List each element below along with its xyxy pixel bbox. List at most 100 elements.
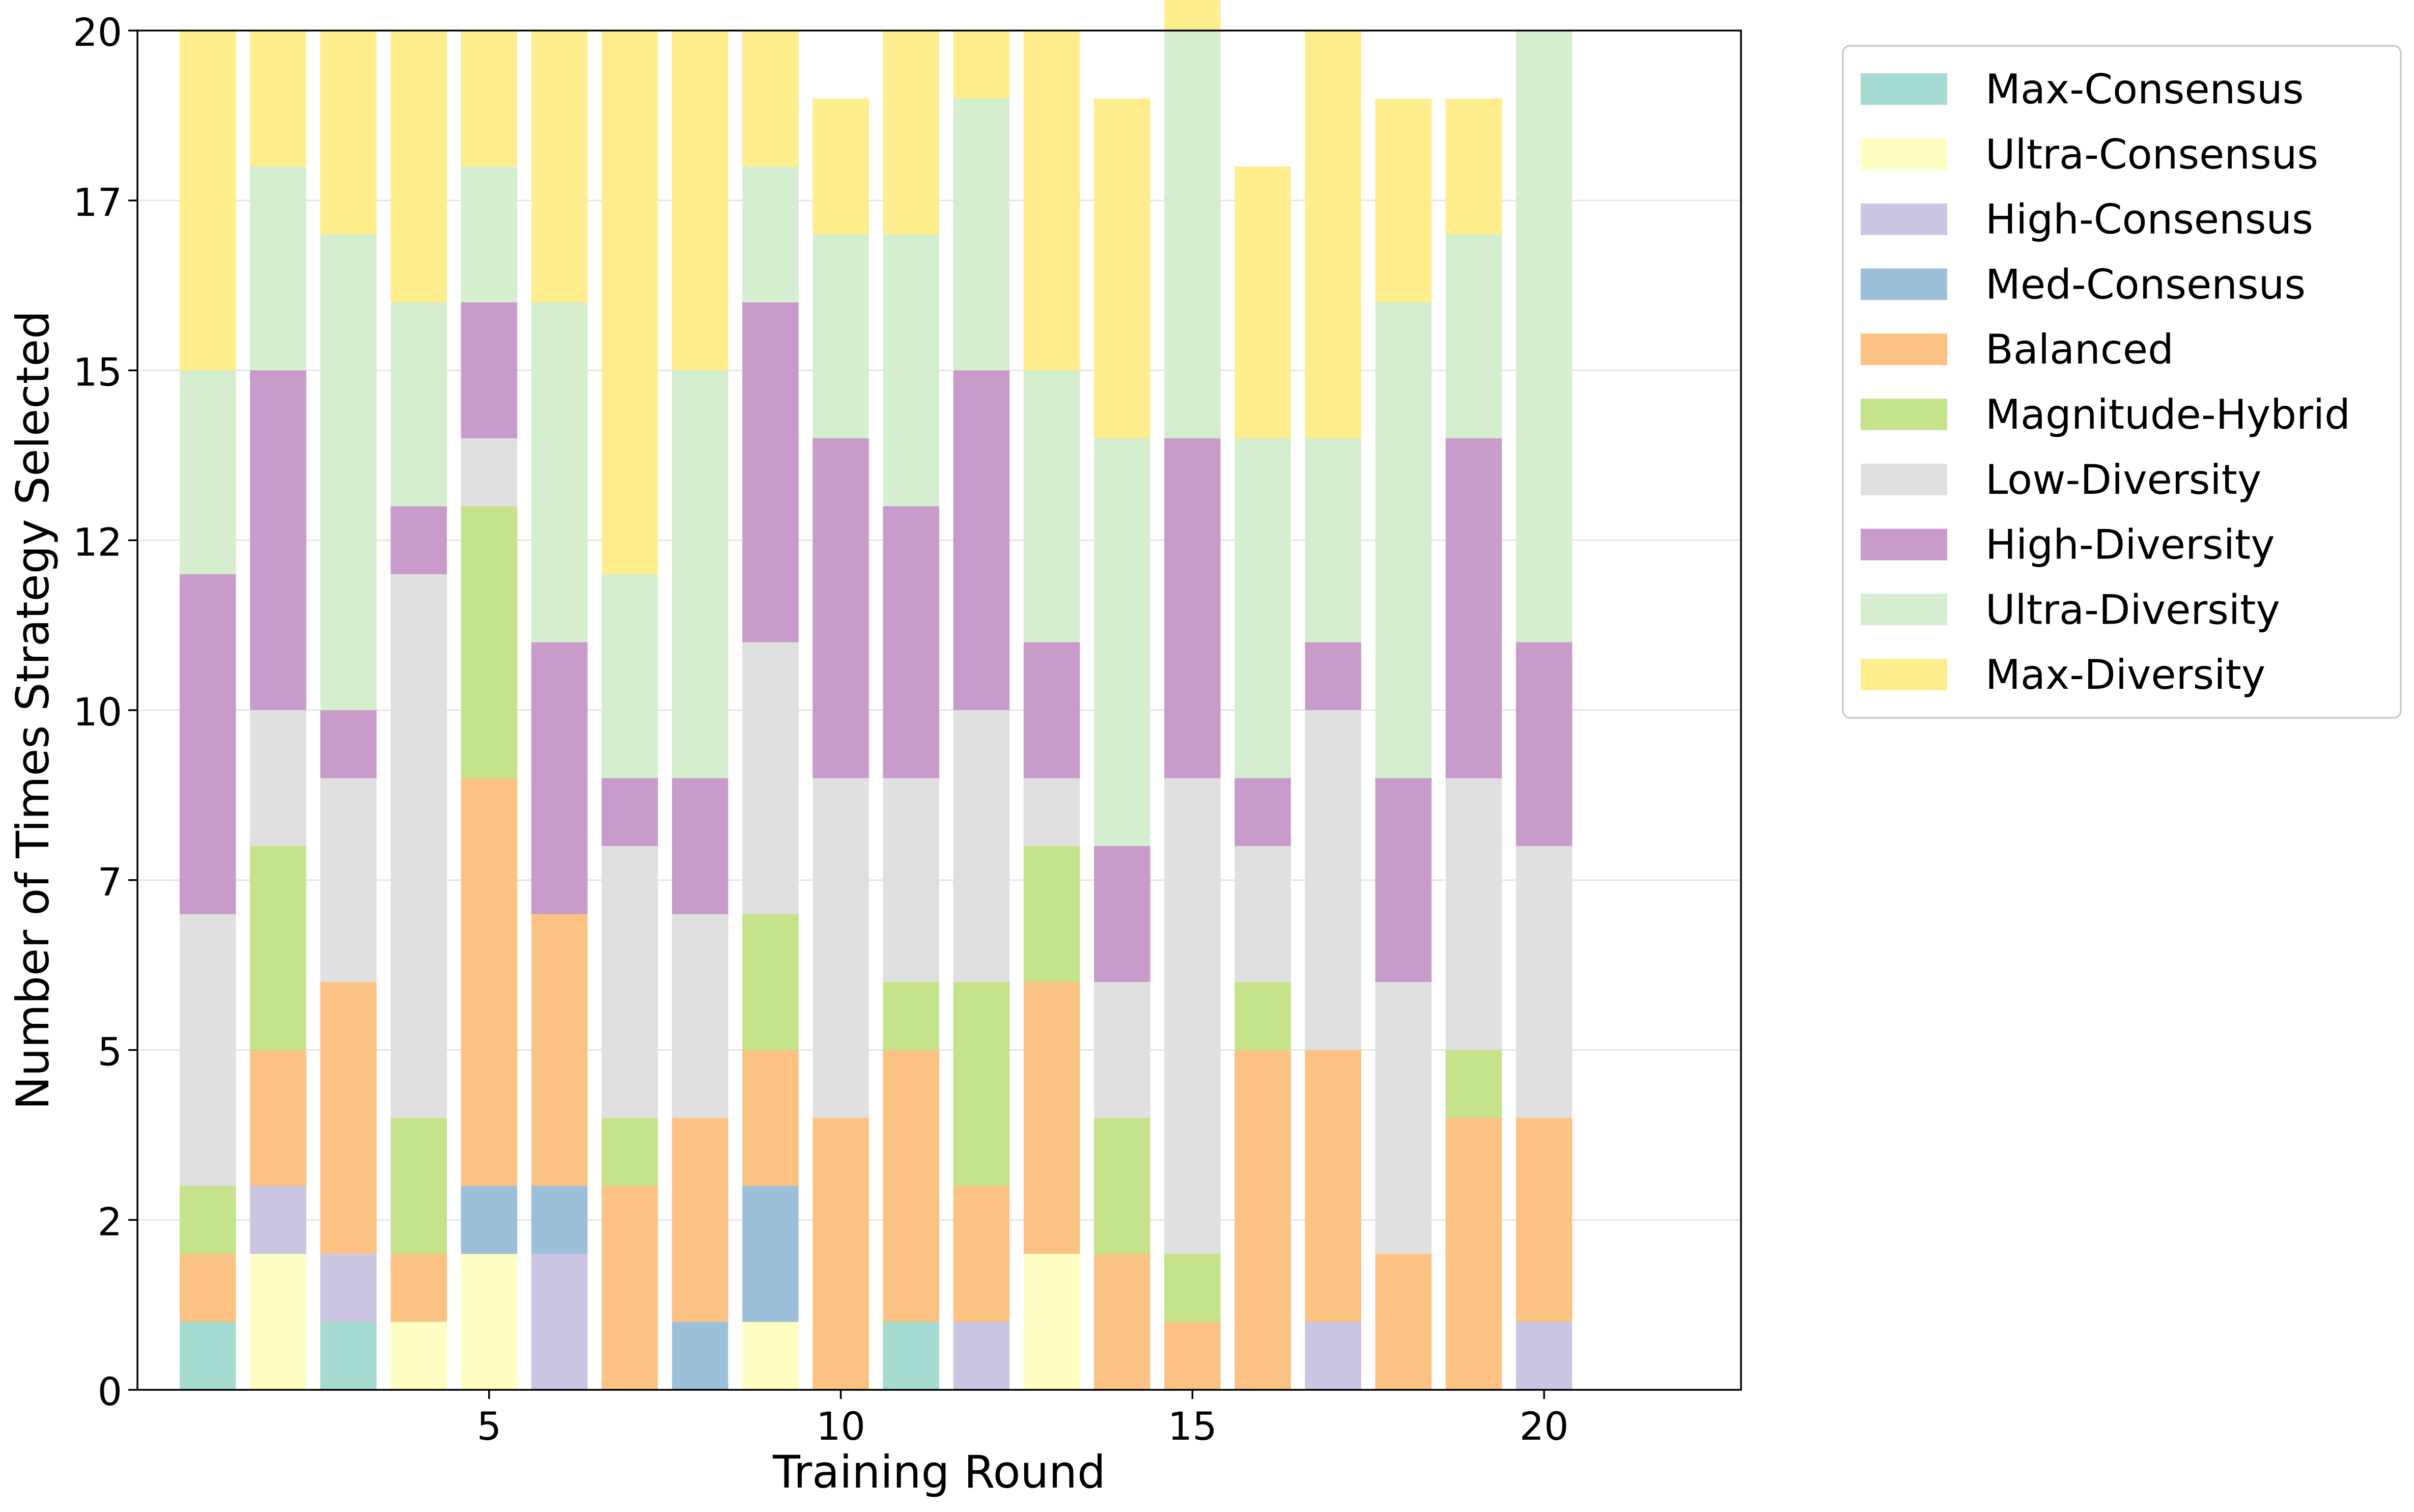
- bar-segment-high-diversity-round-15: [1164, 438, 1221, 778]
- bar-segment-high-diversity-round-14: [1093, 846, 1150, 982]
- y-tick-label: 15: [73, 350, 122, 395]
- x-tick-label: 10: [816, 1404, 865, 1449]
- bar-segment-low-diversity-round-2: [250, 710, 306, 846]
- bar-segment-ultra-consensus-round-5: [461, 1254, 518, 1390]
- bar-segment-ultra-diversity-round-19: [1445, 234, 1502, 438]
- bar-segment-high-diversity-round-7: [601, 778, 658, 846]
- bar-segment-max-consensus-round-1: [179, 1322, 236, 1390]
- bar-segment-max-diversity-round-19: [1445, 98, 1502, 235]
- bar-segment-balanced-round-20: [1515, 1118, 1573, 1322]
- y-axis-ticks: 0 2 5 7 10 12 15 17 20: [73, 10, 137, 1414]
- legend-swatch: [1861, 268, 1947, 300]
- bar-segment-balanced-round-18: [1375, 1254, 1432, 1390]
- legend-swatch: [1861, 463, 1947, 495]
- bar-segment-ultra-diversity-round-18: [1375, 302, 1432, 778]
- bar-segment-balanced-round-11: [883, 1050, 939, 1322]
- bar-segment-magnitude-hybrid-round-15: [1164, 1254, 1221, 1322]
- bar-segment-high-diversity-round-6: [531, 642, 588, 914]
- bar-segment-magnitude-hybrid-round-19: [1445, 1050, 1502, 1118]
- bar-segment-ultra-diversity-round-12: [953, 98, 1010, 371]
- bar-segment-ultra-diversity-round-3: [320, 234, 377, 710]
- x-tick-label: 5: [477, 1404, 501, 1449]
- bars: [179, 0, 1573, 1390]
- bar-segment-balanced-round-8: [672, 1118, 728, 1322]
- legend-label: Med-Consensus: [1985, 261, 2306, 308]
- bar-segment-magnitude-hybrid-round-13: [1023, 846, 1080, 982]
- bar-segment-high-diversity-round-9: [742, 302, 799, 642]
- bar-segment-max-diversity-round-18: [1375, 98, 1432, 302]
- bar-segment-magnitude-hybrid-round-16: [1234, 982, 1291, 1050]
- bar-segment-max-diversity-round-4: [390, 31, 447, 302]
- bar-segment-balanced-round-2: [250, 1050, 306, 1186]
- bar-segment-high-diversity-round-18: [1375, 778, 1432, 982]
- bar-segment-ultra-diversity-round-11: [883, 234, 939, 507]
- bar-segment-high-consensus-round-3: [320, 1254, 377, 1322]
- legend-label: Magnitude-Hybrid: [1985, 391, 2350, 438]
- legend-swatch: [1861, 528, 1947, 561]
- legend-swatch: [1861, 659, 1947, 691]
- bar-segment-high-diversity-round-5: [461, 302, 518, 438]
- bar-segment-magnitude-hybrid-round-9: [742, 914, 799, 1050]
- bar-segment-max-diversity-round-5: [461, 31, 518, 166]
- bar-segment-max-diversity-round-16: [1234, 166, 1291, 438]
- bar-segment-ultra-diversity-round-20: [1515, 31, 1573, 642]
- bar-segment-ultra-consensus-round-13: [1023, 1254, 1080, 1390]
- bar-segment-low-diversity-round-13: [1023, 778, 1080, 846]
- bar-segment-balanced-round-10: [812, 1118, 869, 1390]
- legend-swatch: [1861, 333, 1947, 366]
- legend-label: Ultra-Diversity: [1985, 586, 2280, 633]
- bar-segment-high-diversity-round-4: [390, 506, 447, 574]
- bar-segment-max-diversity-round-15: [1164, 0, 1221, 31]
- bar-segment-magnitude-hybrid-round-11: [883, 982, 939, 1050]
- bar-segment-high-diversity-round-13: [1023, 642, 1080, 778]
- legend: Max-Consensus Ultra-Consensus High-Consens…: [1842, 45, 2402, 719]
- y-tick-label: 12: [73, 519, 122, 565]
- x-axis-ticks: 5 10 15 20: [477, 1390, 1569, 1449]
- legend-label: High-Consensus: [1985, 196, 2313, 243]
- bar-segment-balanced-round-15: [1164, 1322, 1221, 1390]
- bar-segment-max-consensus-round-3: [320, 1322, 377, 1390]
- y-tick-label: 17: [73, 180, 122, 225]
- bar-segment-ultra-consensus-round-2: [250, 1254, 306, 1390]
- bar-segment-max-diversity-round-11: [883, 31, 939, 235]
- bar-segment-max-diversity-round-1: [179, 31, 236, 371]
- bar-segment-low-diversity-round-4: [390, 574, 447, 1118]
- bar-segment-balanced-round-5: [461, 778, 518, 1186]
- bar-segment-high-diversity-round-8: [672, 778, 728, 914]
- bar-segment-balanced-round-19: [1445, 1118, 1502, 1390]
- bar-segment-magnitude-hybrid-round-4: [390, 1118, 447, 1254]
- bar-segment-ultra-diversity-round-1: [179, 370, 236, 574]
- bar-segment-high-consensus-round-20: [1515, 1322, 1573, 1390]
- bar-segment-med-consensus-round-5: [461, 1186, 518, 1254]
- bar-segment-low-diversity-round-20: [1515, 846, 1573, 1118]
- bar-segment-high-diversity-round-2: [250, 370, 306, 710]
- bar-segment-low-diversity-round-11: [883, 778, 939, 982]
- bar-segment-high-diversity-round-1: [179, 574, 236, 914]
- bar-segment-max-diversity-round-2: [250, 31, 306, 166]
- bar-segment-ultra-diversity-round-9: [742, 166, 799, 302]
- bar-segment-ultra-diversity-round-4: [390, 302, 447, 507]
- bar-segment-balanced-round-12: [953, 1186, 1010, 1322]
- legend-frame: [1842, 45, 2402, 719]
- bar-segment-balanced-round-1: [179, 1254, 236, 1322]
- bar-segment-max-diversity-round-10: [812, 98, 869, 235]
- bar-segment-low-diversity-round-17: [1305, 710, 1361, 1050]
- y-axis-label: Number of Times Strategy Selected: [7, 311, 59, 1110]
- y-tick-label: 2: [98, 1199, 122, 1244]
- bar-segment-magnitude-hybrid-round-1: [179, 1186, 236, 1254]
- bar-segment-ultra-diversity-round-6: [531, 302, 588, 642]
- bar-segment-max-diversity-round-13: [1023, 31, 1080, 371]
- bar-segment-balanced-round-16: [1234, 1050, 1291, 1390]
- bar-segment-max-diversity-round-7: [601, 31, 658, 574]
- bar-segment-high-diversity-round-20: [1515, 642, 1573, 846]
- legend-label: Max-Consensus: [1985, 66, 2304, 113]
- bar-segment-ultra-consensus-round-9: [742, 1322, 799, 1390]
- bar-segment-max-diversity-round-12: [953, 31, 1010, 99]
- bar-segment-med-consensus-round-6: [531, 1186, 588, 1254]
- bar-segment-high-diversity-round-11: [883, 506, 939, 778]
- bar-segment-high-diversity-round-10: [812, 438, 869, 778]
- legend-label: High-Diversity: [1985, 521, 2275, 569]
- bar-segment-balanced-round-6: [531, 914, 588, 1186]
- bar-segment-ultra-diversity-round-14: [1093, 438, 1150, 846]
- bar-segment-high-diversity-round-17: [1305, 642, 1361, 710]
